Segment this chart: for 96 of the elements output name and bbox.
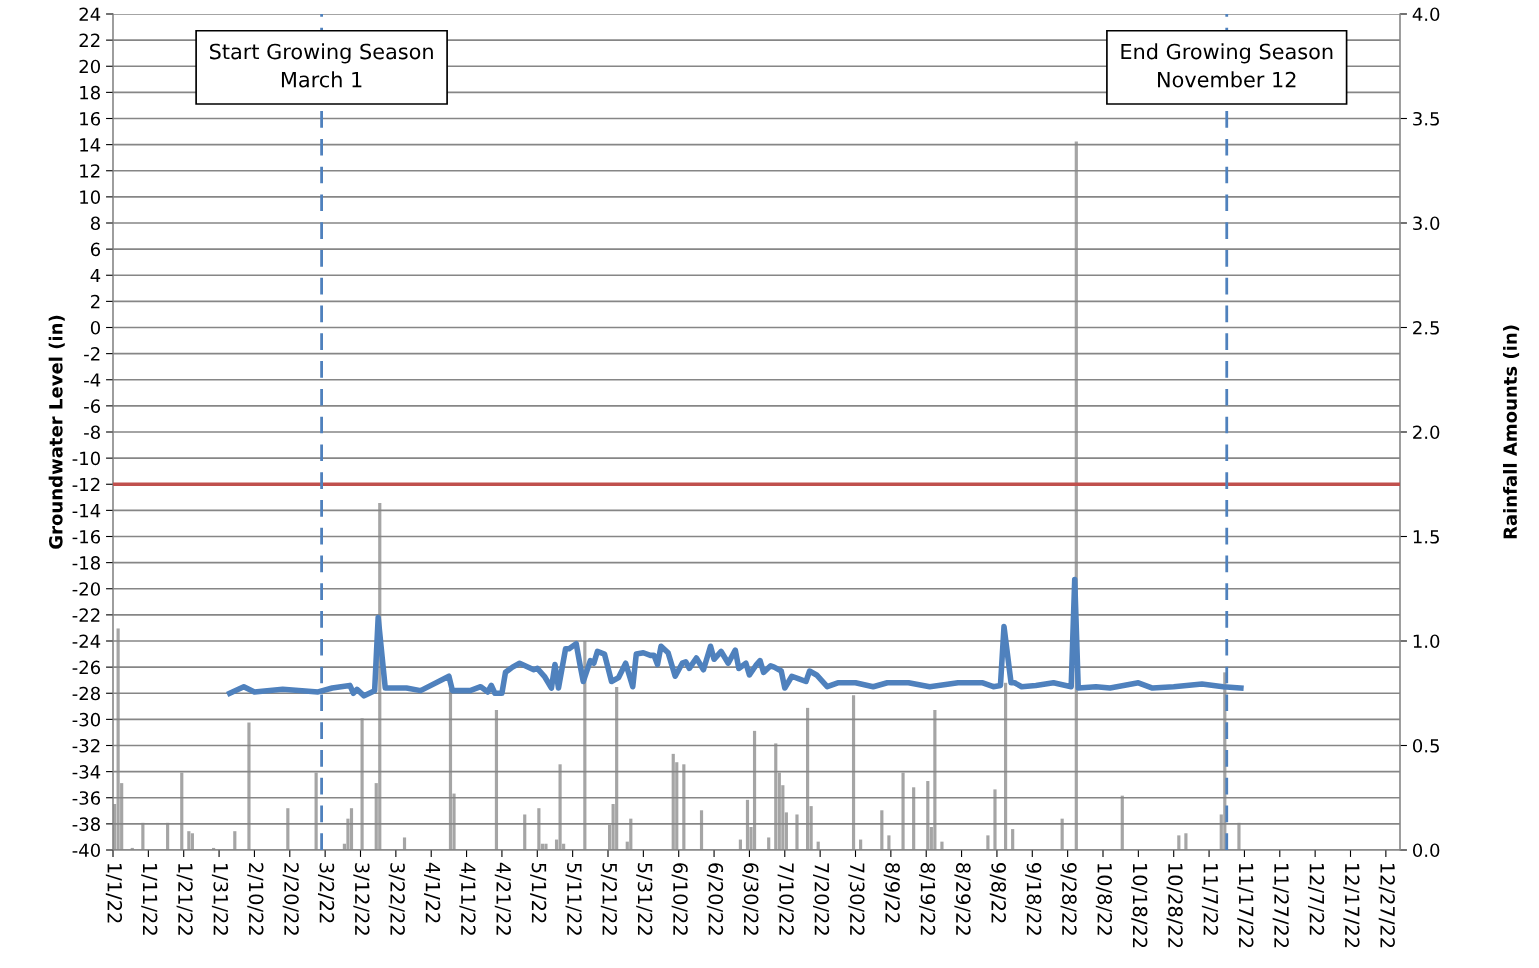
y-tick-label: 10: [80, 190, 100, 204]
x-tick-label: 11/27/22: [1272, 863, 1289, 948]
x-tick-label: 4/11/22: [459, 862, 476, 935]
x-tick-label: 7/10/22: [777, 863, 794, 935]
bar: [993, 789, 997, 850]
x-tick-label: 10/8/22: [1095, 863, 1113, 935]
x-tick-label: 12/17/22: [1343, 863, 1360, 948]
y-tick-label: -30: [72, 712, 100, 727]
bar: [402, 837, 407, 850]
y2-tick-label: 3.0: [1413, 216, 1440, 231]
x-tick-label: 2/10/22: [247, 863, 264, 935]
y2-tick-label: 4.0: [1412, 7, 1440, 22]
bar: [901, 772, 905, 850]
bar: [544, 843, 548, 850]
y-axis-title: Groundwater Level (in): [48, 315, 65, 549]
x-tick-label: 7/20/22: [812, 863, 830, 935]
x-tick-label: 7/30/22: [848, 863, 865, 935]
x-tick-label: 5/1/22: [530, 863, 547, 923]
bar: [767, 837, 771, 850]
x-tick-label: 4/21/22: [494, 862, 511, 935]
ref-line-label: Start Growing Season March 1: [209, 43, 433, 88]
x-tick-label: 5/31/22: [636, 863, 653, 935]
x-tick-label: 8/19/22: [919, 863, 936, 935]
y-tick-label: 0: [90, 320, 100, 335]
x-tick-label: 1/1/22: [105, 863, 123, 923]
x-tick-label: 4/1/22: [424, 862, 441, 923]
x-tick-label: 5/11/22: [565, 863, 582, 935]
x-tick-label: 9/28/22: [1060, 863, 1077, 935]
bar: [887, 835, 891, 850]
y-tick-label: -4: [84, 373, 101, 387]
y-tick-label: 4: [90, 268, 101, 283]
x-tick-label: 3/2/22: [317, 863, 335, 923]
x-tick-label: 1/31/22: [211, 863, 229, 935]
x-tick-label: 10/28/22: [1166, 863, 1183, 948]
y-tick-label: -32: [72, 738, 100, 753]
y2-tick-label: 1.0: [1413, 634, 1440, 649]
x-tick-label: 12/7/22: [1307, 863, 1325, 935]
bar: [986, 835, 990, 850]
y-tick-label: 2: [91, 294, 100, 309]
x-tick-label: 9/8/22: [989, 863, 1006, 923]
y-tick-label: -38: [72, 817, 100, 831]
x-tick-label: 1/11/22: [141, 863, 158, 935]
y-tick-label: -10: [72, 451, 100, 466]
y2-tick-label: 0.5: [1413, 738, 1439, 753]
x-tick-label: 11/7/22: [1201, 863, 1219, 935]
y-tick-label: 14: [80, 138, 101, 152]
y-tick-label: 12: [80, 164, 100, 178]
x-tick-label: 11/17/22: [1237, 863, 1254, 948]
y-tick-label: -22: [72, 608, 100, 622]
y-tick-label: 18: [80, 85, 100, 100]
x-tick-label: 1/21/22: [176, 863, 193, 935]
y-tick-label: -40: [72, 843, 100, 858]
bar: [795, 814, 799, 850]
y-tick-label: -6: [84, 399, 101, 413]
y-tick-label: -2: [84, 347, 100, 361]
y-tick-label: -28: [72, 686, 100, 701]
x-tick-label: 3/22/22: [388, 863, 405, 935]
y2-axis-title: Rainfall Amounts (in): [1503, 325, 1520, 539]
x-tick-label: 2/20/22: [282, 863, 299, 935]
y2-tick-label: 2.5: [1413, 320, 1439, 335]
y-tick-label: 22: [79, 33, 100, 47]
y-tick-label: -8: [84, 425, 100, 440]
x-tick-label: 6/10/22: [671, 863, 688, 935]
y-tick-label: 8: [90, 216, 100, 231]
y-tick-label: -16: [72, 529, 101, 544]
bar: [1237, 822, 1241, 850]
bar: [1184, 833, 1188, 850]
y-tick-label: 20: [79, 59, 100, 74]
y-tick-label: -12: [72, 477, 100, 492]
y-tick-label: 6: [90, 242, 101, 257]
x-tick-label: 6/20/22: [706, 863, 724, 935]
bar: [940, 841, 944, 850]
y-tick-label: 16: [80, 111, 101, 126]
x-tick-label: 9/18/22: [1025, 863, 1042, 935]
y2-tick-label: 1.5: [1413, 530, 1439, 544]
y-tick-label: -34: [72, 765, 101, 779]
x-tick-label: 8/29/22: [954, 863, 971, 935]
y-tick-label: 24: [79, 7, 101, 21]
y2-tick-label: 2.0: [1413, 425, 1440, 440]
x-tick-label: 6/30/22: [742, 863, 759, 935]
x-tick-label: 3/12/22: [353, 863, 370, 935]
x-tick-label: 8/9/22: [883, 863, 900, 923]
y-tick-label: -20: [72, 582, 100, 596]
x-tick-label: 12/27/22: [1378, 863, 1395, 948]
y-tick-label: -18: [72, 556, 100, 570]
y-tick-label: -14: [72, 504, 101, 518]
ref-line-label: End Growing Season November 12: [1121, 43, 1333, 88]
y2-tick-label: 0.0: [1413, 843, 1440, 858]
bar: [1011, 829, 1015, 850]
y-tick-label: -24: [72, 634, 101, 648]
y-tick-label: -26: [72, 660, 101, 675]
y2-tick-label: 3.5: [1413, 111, 1439, 126]
x-tick-label: 5/21/22: [600, 863, 618, 935]
y-tick-label: -36: [72, 791, 101, 805]
x-tick-label: 10/18/22: [1131, 863, 1148, 948]
bar: [851, 695, 856, 850]
